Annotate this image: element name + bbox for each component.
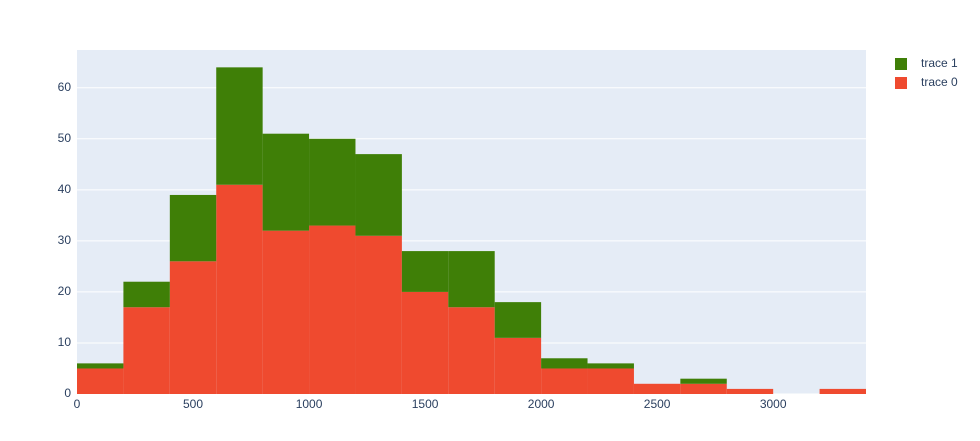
bar xyxy=(494,337,542,394)
bar xyxy=(541,358,588,369)
bar xyxy=(448,307,495,394)
bar xyxy=(77,363,124,369)
bar xyxy=(633,383,681,394)
bar xyxy=(448,251,495,308)
y-tick-label: 30 xyxy=(58,233,72,247)
bar xyxy=(587,363,634,369)
bar xyxy=(123,307,170,394)
x-tick-label: 2500 xyxy=(644,397,671,411)
x-tick-label: 1500 xyxy=(412,397,439,411)
bar xyxy=(309,138,356,226)
bar xyxy=(494,302,542,338)
bar xyxy=(819,388,866,394)
x-tick-label: 0 xyxy=(74,397,81,411)
legend-swatch[interactable] xyxy=(895,58,907,70)
bar xyxy=(262,230,310,394)
bar xyxy=(169,261,217,394)
bar xyxy=(77,368,124,394)
bar xyxy=(587,368,634,394)
y-tick-label: 40 xyxy=(58,182,72,196)
bar xyxy=(401,251,449,292)
x-tick-label: 1000 xyxy=(296,397,323,411)
bar xyxy=(726,388,774,394)
legend-swatch[interactable] xyxy=(895,77,907,89)
bar xyxy=(216,184,263,394)
bar xyxy=(216,67,263,185)
y-tick-label: 50 xyxy=(58,131,72,145)
y-tick-label: 20 xyxy=(58,284,72,298)
bar xyxy=(262,133,310,231)
x-tick-label: 500 xyxy=(183,397,203,411)
x-tick-label: 3000 xyxy=(760,397,787,411)
bar xyxy=(401,291,449,394)
bar xyxy=(309,225,356,394)
bar xyxy=(355,235,402,394)
bar xyxy=(680,378,727,384)
bar xyxy=(680,383,727,394)
y-tick-label: 60 xyxy=(58,80,72,94)
y-tick-label: 10 xyxy=(58,335,72,349)
x-tick-label: 2000 xyxy=(528,397,555,411)
y-tick-label: 0 xyxy=(64,386,71,400)
bar xyxy=(355,154,402,236)
legend-label[interactable]: trace 0 xyxy=(921,75,958,89)
legend-label[interactable]: trace 1 xyxy=(921,56,958,70)
bar xyxy=(123,281,170,308)
bar xyxy=(169,194,217,262)
bar xyxy=(541,368,588,394)
